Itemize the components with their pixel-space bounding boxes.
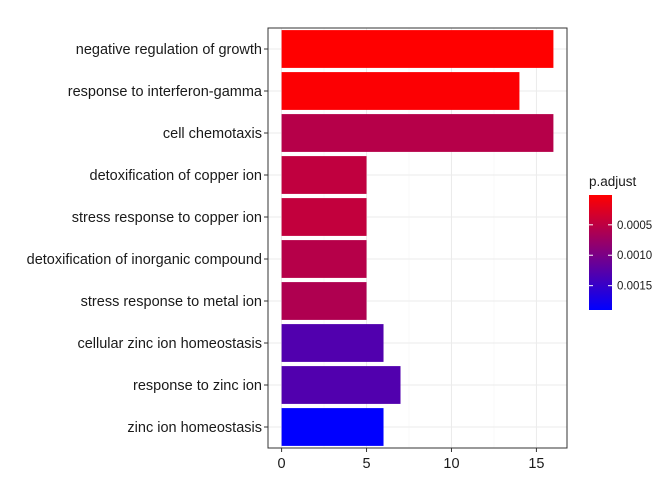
legend-tick-label-2: 0.0015	[617, 281, 652, 293]
bar-8	[281, 366, 401, 404]
bar-1	[281, 72, 520, 110]
category-label-5: detoxification of inorganic compound	[27, 252, 262, 268]
legend: p.adjust 0.0005 0.0010 0.0015	[589, 174, 652, 310]
category-label-9: zinc ion homeostasis	[127, 420, 262, 436]
bar-6	[281, 282, 367, 320]
bar-5	[281, 240, 367, 278]
category-label-8: response to zinc ion	[133, 378, 262, 394]
category-label-2: cell chemotaxis	[163, 126, 262, 142]
legend-tick-label-1: 0.0010	[617, 250, 652, 262]
x-tick-label-3: 15	[528, 456, 544, 472]
category-label-1: response to interferon-gamma	[68, 84, 263, 100]
x-tick-label-2: 10	[443, 456, 459, 472]
bar-4	[281, 198, 367, 236]
x-axis-ticks: 0 5 10 15	[278, 448, 544, 472]
bar-2	[281, 114, 554, 152]
category-labels: negative regulation of growth response to…	[27, 42, 268, 436]
bar-3	[281, 156, 367, 194]
panel-border	[267, 27, 568, 449]
x-tick-label-1: 5	[362, 456, 370, 472]
category-label-0: negative regulation of growth	[76, 42, 262, 58]
bars	[281, 30, 554, 446]
bar-9	[281, 408, 384, 446]
legend-title: p.adjust	[589, 174, 637, 189]
legend-tick-label-0: 0.0005	[617, 220, 652, 232]
category-label-3: detoxification of copper ion	[90, 168, 263, 184]
legend-colorbar	[589, 195, 612, 310]
x-tick-label-0: 0	[278, 456, 286, 472]
category-label-7: cellular zinc ion homeostasis	[77, 336, 262, 352]
category-label-6: stress response to metal ion	[81, 294, 262, 310]
category-label-4: stress response to copper ion	[72, 210, 262, 226]
bar-0	[281, 30, 554, 68]
legend-ticks: 0.0005 0.0010 0.0015	[589, 220, 652, 293]
bar-7	[281, 324, 384, 362]
